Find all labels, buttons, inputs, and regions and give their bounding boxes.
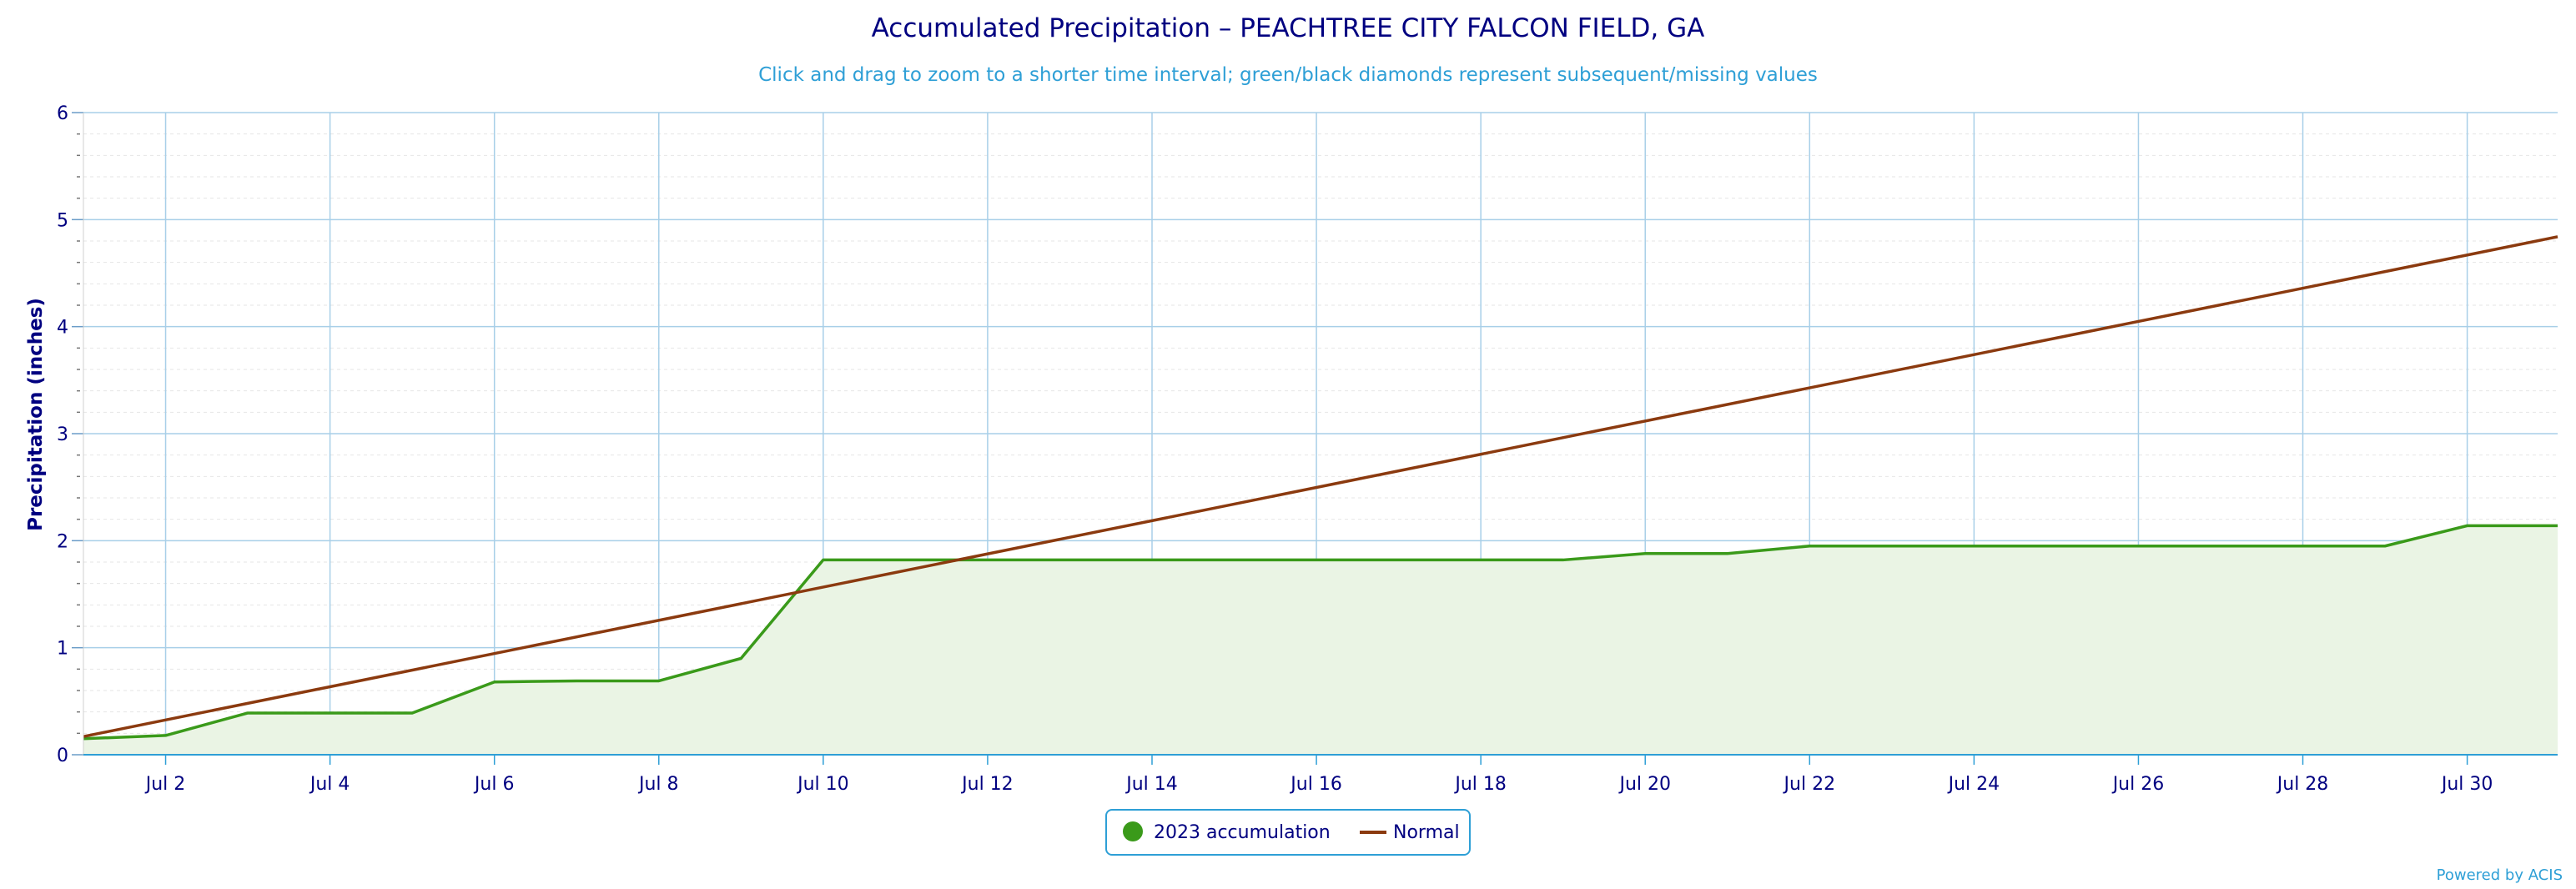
accumulation-point[interactable]	[1312, 555, 1321, 564]
accumulation-point[interactable]	[2052, 542, 2060, 550]
y-tick-label: 4	[57, 318, 68, 339]
x-tick-label: Jul 8	[637, 774, 679, 795]
x-tick-label: Jul 30	[2440, 774, 2493, 795]
accumulation-point[interactable]	[984, 555, 992, 564]
accumulation-point[interactable]	[1805, 542, 1814, 550]
accumulation-point[interactable]	[244, 709, 252, 717]
legend-box	[1105, 809, 1471, 856]
accumulation-point[interactable]	[2463, 521, 2472, 530]
y-tick-label: 2	[57, 531, 68, 552]
x-tick-label: Jul 6	[473, 774, 515, 795]
y-tick-label: 1	[57, 639, 68, 660]
accumulation-point[interactable]	[2134, 542, 2142, 550]
legend-marker-accumulation	[1123, 821, 1143, 841]
credits-link[interactable]: Powered by ACIS	[2437, 866, 2563, 884]
x-tick-label: Jul 18	[1453, 774, 1507, 795]
accumulation-point[interactable]	[1395, 555, 1403, 564]
x-tick-label: Jul 4	[309, 774, 350, 795]
x-tick-label: Jul 2	[144, 774, 186, 795]
accumulation-point[interactable]	[1148, 555, 1156, 564]
accumulation-point[interactable]	[1723, 550, 1732, 558]
accumulation-point[interactable]	[1641, 550, 1649, 558]
accumulation-point[interactable]	[2545, 521, 2553, 530]
accumulation-point[interactable]	[2299, 542, 2307, 550]
accumulation-line[interactable]	[83, 524, 2558, 741]
x-tick-label: Jul 26	[2111, 774, 2165, 795]
y-tick-label: 0	[57, 746, 68, 766]
plot-area[interactable]	[79, 235, 2558, 755]
x-tick-label: Jul 20	[1618, 774, 1671, 795]
accumulation-point[interactable]	[655, 676, 663, 685]
x-tick-label: Jul 16	[1289, 774, 1342, 795]
y-tick-label: 6	[57, 103, 68, 124]
accumulation-point[interactable]	[1065, 555, 1074, 564]
accumulation-point[interactable]	[2216, 542, 2225, 550]
legend[interactable]: 2023 accumulation Normal	[1105, 809, 1471, 856]
chart-title: Accumulated Precipitation – PEACHTREE CI…	[872, 13, 1705, 43]
accumulation-point[interactable]	[1477, 555, 1485, 564]
y-axis-title: Precipitation (inches)	[25, 298, 47, 531]
x-tick-label: Jul 28	[2276, 774, 2329, 795]
legend-label-normal: Normal	[1393, 822, 1460, 843]
accumulation-point[interactable]	[572, 676, 581, 685]
axes: 0 1 2 3 4 5 6 Jul 2 Jul 4 Jul 6 Jul 8 Jul 10 Jul 12 J…	[57, 103, 2558, 795]
accumulation-point[interactable]	[1888, 542, 1896, 550]
legend-label-accumulation: 2023 accumulation	[1154, 822, 1331, 843]
x-tick-label: Jul 14	[1124, 774, 1178, 795]
chart-subtitle: Click and drag to zoom to a shorter time…	[758, 64, 1818, 86]
x-tick-label: Jul 22	[1783, 774, 1836, 795]
accumulation-point[interactable]	[819, 555, 828, 564]
x-tick-label: Jul 24	[1947, 774, 2000, 795]
accumulation-point[interactable]	[408, 709, 416, 717]
accumulation-point[interactable]	[901, 555, 909, 564]
x-tick-label: Jul 10	[796, 774, 849, 795]
accumulation-point[interactable]	[162, 731, 170, 740]
legend-item-normal[interactable]: Normal	[1360, 822, 1460, 843]
accumulation-area	[83, 525, 2558, 755]
accumulation-point[interactable]	[2381, 542, 2389, 550]
accumulation-point[interactable]	[326, 709, 335, 717]
accumulation-point[interactable]	[1970, 542, 1978, 550]
accumulation-point[interactable]	[737, 655, 745, 663]
accumulation-point[interactable]	[491, 678, 499, 686]
y-tick-label: 5	[57, 210, 68, 231]
x-tick-label: Jul 12	[960, 774, 1014, 795]
accumulation-point[interactable]	[1230, 555, 1239, 564]
normal-line[interactable]	[83, 235, 2558, 738]
y-tick-label: 3	[57, 424, 68, 445]
accumulation-point[interactable]	[1559, 555, 1567, 564]
legend-item-accumulation[interactable]: 2023 accumulation	[1123, 821, 1331, 843]
